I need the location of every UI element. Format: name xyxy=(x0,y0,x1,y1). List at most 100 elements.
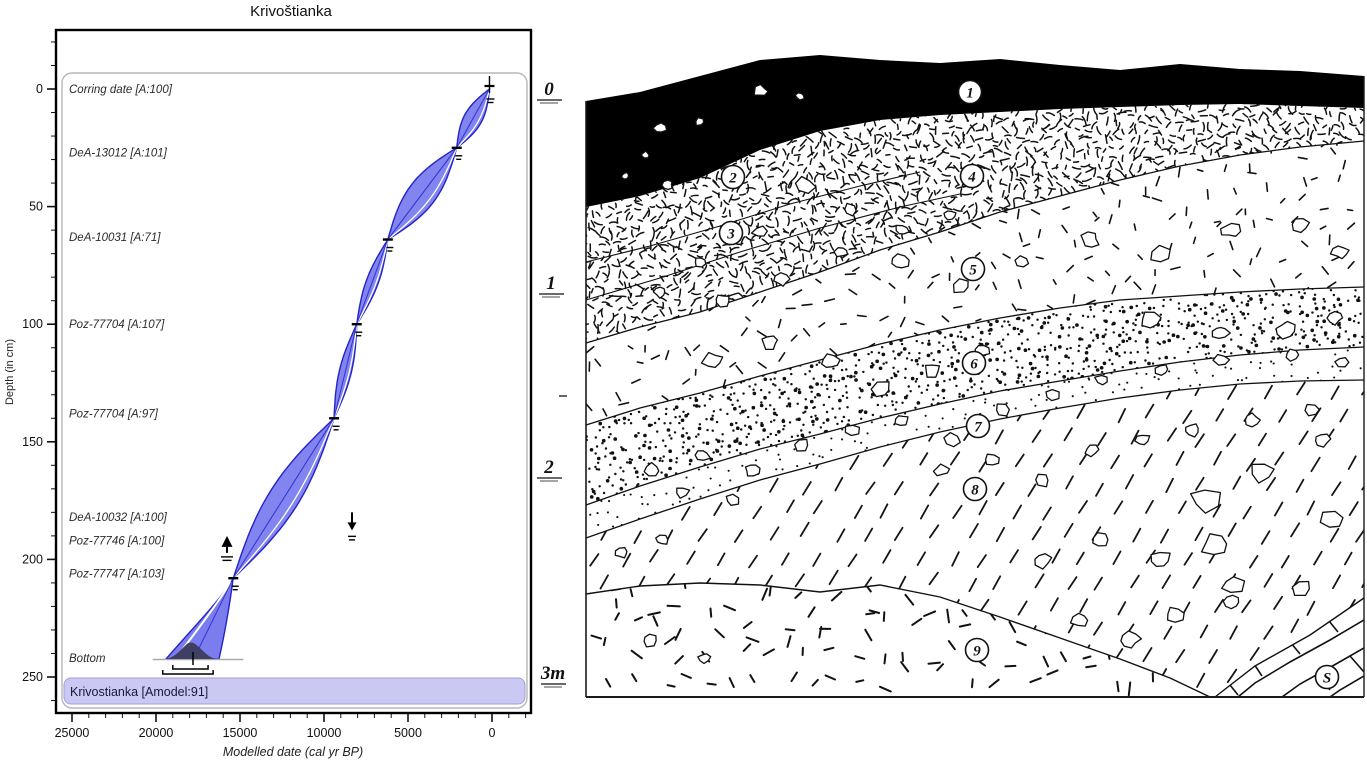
date-label: Poz-77747 [A:103] xyxy=(69,569,165,581)
stratum-label-circle xyxy=(959,163,985,189)
clast xyxy=(794,92,805,101)
clast xyxy=(750,225,768,237)
depth-mark-0: 0 xyxy=(544,79,554,100)
clast xyxy=(943,210,957,221)
clast xyxy=(1154,364,1169,376)
envelope-inner-line xyxy=(356,239,389,325)
clast xyxy=(1084,444,1100,458)
bedrock-joint xyxy=(1237,619,1364,697)
clast xyxy=(1092,531,1109,547)
basal-bracket xyxy=(172,665,209,670)
x-tick-label: 15000 xyxy=(223,726,258,740)
clast xyxy=(694,450,712,461)
clast xyxy=(844,202,857,217)
clast xyxy=(794,175,817,195)
date-label: DeA-10031 [A:71] xyxy=(69,232,161,244)
clast xyxy=(1200,533,1228,556)
clast xyxy=(891,253,910,269)
stratum-label-4: 4 xyxy=(967,169,976,185)
bedrock-joint xyxy=(1281,631,1301,655)
clast xyxy=(952,278,969,294)
clast xyxy=(1166,606,1185,623)
clast xyxy=(1034,553,1053,570)
clast xyxy=(655,534,669,545)
clast xyxy=(1251,463,1275,484)
clast xyxy=(1221,576,1246,594)
clast xyxy=(932,463,951,477)
clast xyxy=(1222,594,1240,610)
date-label: DeA-10032 [A:100] xyxy=(69,512,168,524)
x-axis-title: Modelled date (cal yr BP) xyxy=(223,745,363,759)
clast xyxy=(1014,255,1030,268)
x-tick-label: 0 xyxy=(489,726,496,740)
clast xyxy=(700,351,724,369)
y-axis-title: Depth (in cm) xyxy=(4,339,16,405)
clast xyxy=(833,247,849,258)
layer-8-slashes xyxy=(586,380,1364,689)
layer-boundary xyxy=(585,140,1365,344)
date-label: DeA-13012 [A:101] xyxy=(69,148,168,160)
clast xyxy=(820,353,841,368)
clast xyxy=(643,633,657,648)
clast xyxy=(621,171,630,180)
date-label: Corring date [A:100] xyxy=(69,84,173,96)
clast xyxy=(1150,244,1171,263)
clast xyxy=(1141,311,1162,329)
clast xyxy=(697,653,712,665)
clast xyxy=(1094,374,1108,386)
clast xyxy=(1150,551,1171,568)
amodel-band xyxy=(63,677,526,705)
age-depth-chart: Krivostianka [Amodel:91] 0 50 100 150 200 250 2… xyxy=(4,3,533,759)
basal-posterior xyxy=(166,642,216,659)
date-label: Poz-77704 [A:97] xyxy=(69,409,159,421)
y-tick-label: 50 xyxy=(29,200,43,214)
x-tick-label: 5000 xyxy=(394,726,422,740)
clast xyxy=(1219,222,1242,237)
date-label: Poz-77704 [A:107] xyxy=(69,319,165,331)
layer-boundary xyxy=(585,171,921,263)
clast xyxy=(676,487,691,499)
layer-boundary xyxy=(1214,597,1365,698)
y-tick-label: 100 xyxy=(22,317,43,331)
clast xyxy=(1211,326,1231,340)
clast xyxy=(1329,245,1350,260)
clast xyxy=(984,453,1000,466)
y-tick-label: 200 xyxy=(22,552,43,566)
y-tick-label: 150 xyxy=(22,435,43,449)
depth-mark-3m: 3m xyxy=(540,663,565,684)
bedrock-joint xyxy=(1319,609,1339,633)
clast xyxy=(661,179,673,191)
x-tick-label: 20000 xyxy=(139,726,174,740)
depth-mark-1: 1 xyxy=(546,273,556,294)
clast xyxy=(895,224,910,235)
clast xyxy=(1334,357,1350,368)
stratum-label-1: 1 xyxy=(966,85,974,101)
clast xyxy=(753,83,769,96)
x-tick-label: 10000 xyxy=(307,726,342,740)
outlier-arrow-up xyxy=(221,535,233,547)
stratum-label-7: 7 xyxy=(974,419,982,435)
stratum-label-circle xyxy=(957,79,983,105)
y-tick-label: 250 xyxy=(22,670,43,684)
layer-boundary xyxy=(585,286,1365,426)
envelope-inner-line xyxy=(456,88,491,149)
stratum-label-circle xyxy=(720,164,746,190)
clast xyxy=(761,335,779,351)
clast xyxy=(715,294,730,308)
clast xyxy=(1285,348,1300,362)
clast xyxy=(1185,423,1199,438)
chart-title: Krivoštianka xyxy=(250,3,332,20)
clast xyxy=(1069,612,1089,627)
plot-background xyxy=(56,30,531,713)
envelope-inner-line xyxy=(232,418,335,579)
stratum-label-3: 3 xyxy=(726,226,735,242)
clast xyxy=(1244,412,1261,428)
clast xyxy=(1080,231,1100,248)
envelope-inner-line xyxy=(387,147,458,241)
clast xyxy=(652,122,668,133)
clast xyxy=(1326,310,1344,326)
stratum-label-5: 5 xyxy=(969,262,977,278)
outlier-arrow-down xyxy=(347,522,357,531)
plot-frame xyxy=(54,28,533,715)
